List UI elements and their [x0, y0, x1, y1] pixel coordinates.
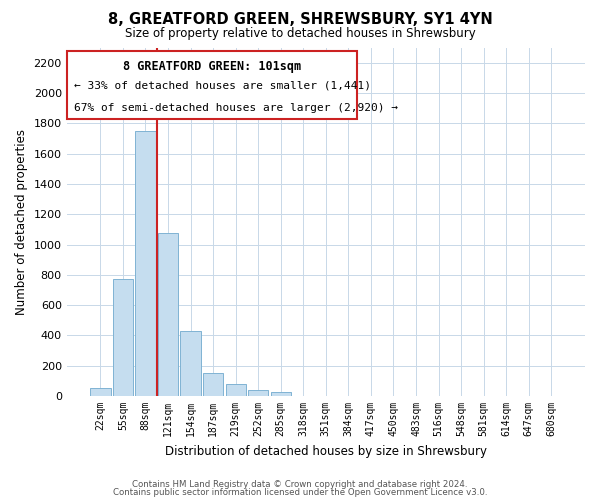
Bar [271, 392, 291, 396]
FancyBboxPatch shape [67, 51, 357, 119]
Bar [90, 388, 110, 396]
Y-axis label: Number of detached properties: Number of detached properties [15, 129, 28, 315]
Text: 67% of semi-detached houses are larger (2,920) →: 67% of semi-detached houses are larger (… [74, 102, 398, 113]
Text: Size of property relative to detached houses in Shrewsbury: Size of property relative to detached ho… [125, 28, 475, 40]
Text: Contains public sector information licensed under the Open Government Licence v3: Contains public sector information licen… [113, 488, 487, 497]
Bar [136, 131, 155, 396]
Bar [158, 233, 178, 396]
Bar [248, 390, 268, 396]
Text: Contains HM Land Registry data © Crown copyright and database right 2024.: Contains HM Land Registry data © Crown c… [132, 480, 468, 489]
Bar [181, 331, 201, 396]
Bar [203, 372, 223, 396]
Text: 8, GREATFORD GREEN, SHREWSBURY, SY1 4YN: 8, GREATFORD GREEN, SHREWSBURY, SY1 4YN [107, 12, 493, 28]
Bar [113, 280, 133, 396]
X-axis label: Distribution of detached houses by size in Shrewsbury: Distribution of detached houses by size … [165, 444, 487, 458]
Text: 8 GREATFORD GREEN: 101sqm: 8 GREATFORD GREEN: 101sqm [123, 60, 301, 72]
Bar [226, 384, 246, 396]
Text: ← 33% of detached houses are smaller (1,441): ← 33% of detached houses are smaller (1,… [74, 80, 371, 90]
